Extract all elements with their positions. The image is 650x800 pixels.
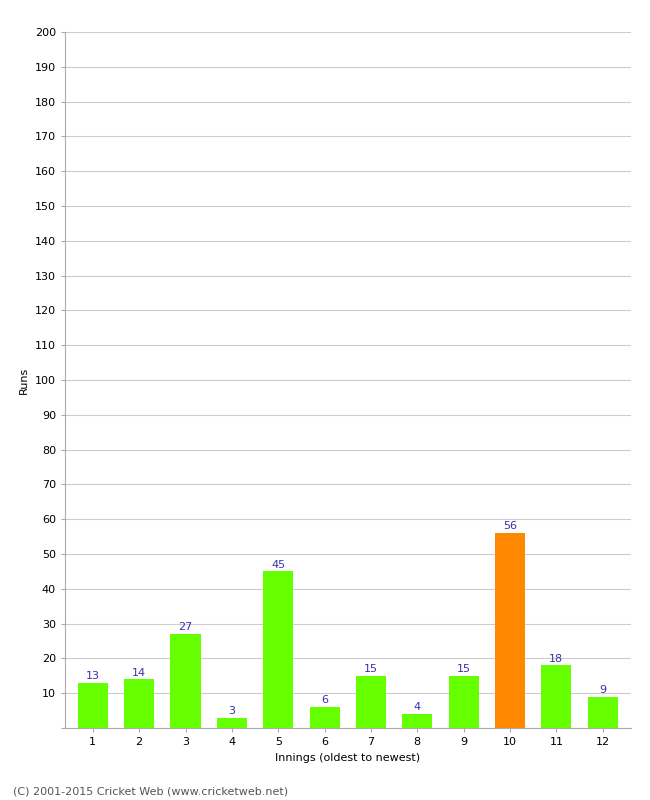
Bar	[588, 697, 618, 728]
Bar	[495, 533, 525, 728]
Bar	[78, 682, 108, 728]
Text: 45: 45	[271, 560, 285, 570]
Bar	[170, 634, 201, 728]
Text: 15: 15	[457, 664, 471, 674]
Text: 6: 6	[321, 695, 328, 706]
Text: 14: 14	[132, 667, 146, 678]
Text: 4: 4	[413, 702, 421, 712]
X-axis label: Innings (oldest to newest): Innings (oldest to newest)	[275, 753, 421, 762]
Text: 15: 15	[364, 664, 378, 674]
Bar	[217, 718, 247, 728]
Text: 56: 56	[503, 522, 517, 531]
Text: 9: 9	[599, 685, 606, 695]
Bar	[263, 571, 293, 728]
Bar	[541, 666, 571, 728]
Bar	[309, 707, 340, 728]
Bar	[448, 676, 478, 728]
Bar	[124, 679, 154, 728]
Y-axis label: Runs: Runs	[20, 366, 29, 394]
Text: 18: 18	[549, 654, 564, 664]
Text: (C) 2001-2015 Cricket Web (www.cricketweb.net): (C) 2001-2015 Cricket Web (www.cricketwe…	[13, 786, 288, 796]
Text: 27: 27	[178, 622, 192, 632]
Bar	[402, 714, 432, 728]
Text: 3: 3	[228, 706, 235, 716]
Bar	[356, 676, 386, 728]
Text: 13: 13	[86, 671, 100, 681]
